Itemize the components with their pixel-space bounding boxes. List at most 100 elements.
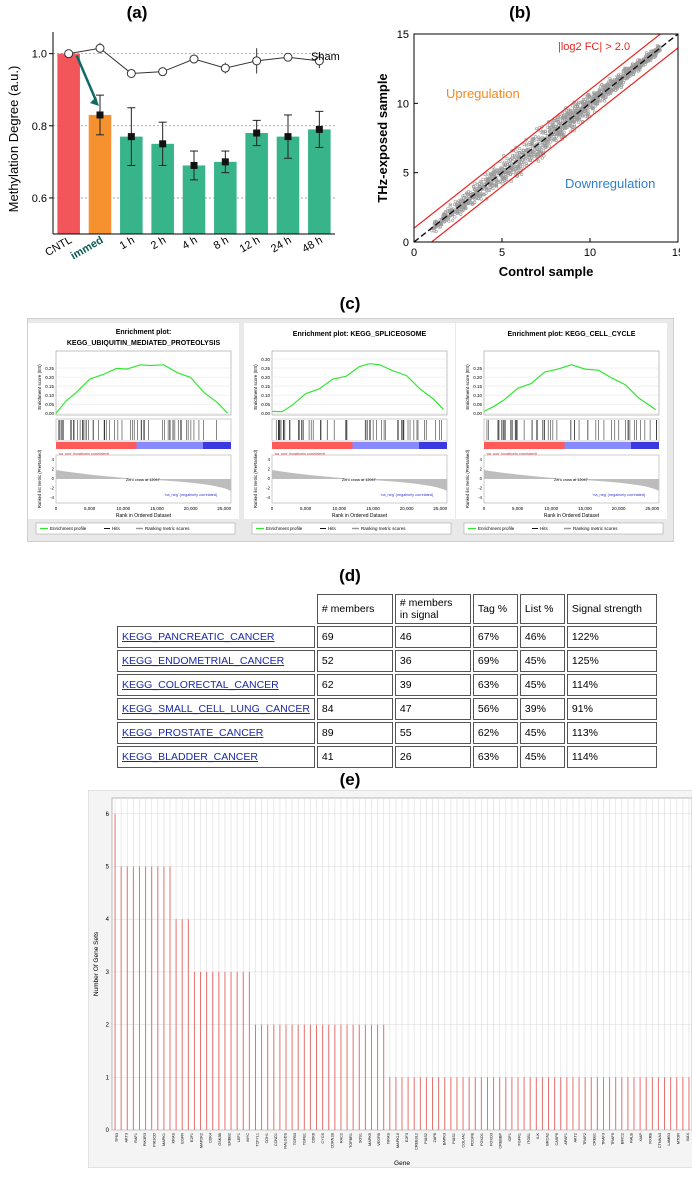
e-xtick-29: NRAS — [386, 1133, 390, 1144]
b-point-1328 — [512, 158, 516, 162]
header-members: # members — [316, 594, 393, 624]
gsea-title-2: Enrichment plot: KEGG_CELL_CYCLE — [508, 331, 636, 338]
e-xtick-60: MTOR — [676, 1133, 680, 1144]
b-point-1254 — [461, 203, 466, 207]
b-point-817 — [488, 177, 493, 181]
a-mean-marker-3 — [159, 140, 167, 148]
b-point-1360 — [587, 106, 591, 110]
e-xtick-44: ITGB1 — [527, 1133, 531, 1144]
a-arrow-head — [90, 96, 99, 106]
table-cell: 125% — [566, 650, 657, 672]
gsea-es-curve-2 — [483, 364, 656, 412]
b-point-1383 — [618, 80, 622, 85]
b-point-1214 — [537, 139, 541, 143]
pathway-link[interactable]: KEGG_PROSTATE_CANCER — [117, 722, 315, 744]
a-bar-7 — [276, 136, 300, 234]
b-point-1397 — [637, 59, 641, 63]
table-cell: 47 — [394, 698, 471, 720]
b-point-384 — [484, 191, 488, 195]
b-point-890 — [438, 225, 442, 229]
b-point-1111 — [611, 87, 615, 92]
b-point-667 — [526, 151, 530, 155]
b-point-1039 — [446, 207, 450, 211]
b-point-1262 — [479, 197, 483, 201]
b-point-1066 — [546, 125, 550, 129]
gsea-pos-bar-1 — [272, 442, 353, 449]
gsea-ytick-0-3: 0.15 — [45, 384, 54, 389]
gsea-legend-es-1: Enrichment profile — [266, 526, 303, 531]
table-cell: 69 — [316, 626, 393, 648]
gsea-ytick-1-5: 0.25 — [261, 366, 270, 371]
b-point-149 — [471, 184, 475, 189]
header-members-signal: # members in signal — [394, 594, 471, 624]
b-point-1385 — [561, 114, 566, 118]
a-bar-0 — [57, 53, 80, 235]
table-cell: 45% — [519, 674, 565, 696]
b-point-1014 — [576, 120, 581, 124]
e-xtick-25: TGFBR1 — [349, 1133, 353, 1148]
b-point-1048 — [484, 188, 489, 192]
e-xtick-56: XIAP — [639, 1133, 643, 1142]
pathway-link[interactable]: KEGG_COLORECTAL_CANCER — [117, 674, 315, 696]
gsea-legend-es-0: Enrichment profile — [50, 526, 87, 531]
b-point-1373 — [518, 154, 522, 158]
header-blank — [117, 594, 315, 624]
e-xtick-50: TRAF2 — [583, 1133, 587, 1145]
a-xtick-2: 1 h — [118, 234, 137, 252]
b-point-1260 — [462, 196, 466, 200]
b-point-621 — [539, 130, 543, 134]
e-xtick-8: E2F1 — [190, 1133, 194, 1142]
b-point-1017 — [573, 120, 577, 124]
e-xtick-49: AKT2 — [574, 1133, 578, 1143]
gsea-metric-ytick-0-0: 4 — [52, 457, 55, 462]
gsea-metric-neg-1 — [352, 479, 447, 491]
b-point-1321 — [649, 58, 653, 62]
b-point-1088 — [542, 154, 546, 158]
b-point-855 — [569, 124, 573, 128]
table-cell: 67% — [472, 626, 518, 648]
a-xtick-6: 12 h — [238, 234, 263, 255]
panel-label-d: (d) — [339, 566, 361, 585]
a-xtick-4: 4 h — [180, 234, 199, 252]
b-point-1333 — [640, 60, 644, 65]
b-point-1300 — [560, 121, 564, 125]
b-point-796 — [563, 110, 567, 114]
gsea-metric-pos-0 — [56, 470, 137, 479]
gsea-metric-neg-0 — [136, 479, 231, 491]
pathway-link[interactable]: KEGG_SMALL_CELL_LUNG_CANCER — [117, 698, 315, 720]
gsea-xtick-2-3: 15,000 — [578, 506, 592, 511]
e-xtick-35: BAPK3 — [443, 1133, 447, 1145]
b-point-1024 — [517, 151, 521, 155]
b-point-1157 — [537, 150, 541, 154]
b-point-570 — [499, 165, 503, 169]
gsea-pos-label-0: 'na_pos' (positively correlated) — [58, 452, 110, 456]
pathway-link[interactable]: KEGG_PANCREATIC_CANCER — [117, 626, 315, 648]
b-point-1117 — [465, 202, 469, 206]
gsea-es-frame-0 — [55, 350, 232, 416]
b-point-940 — [581, 98, 586, 102]
pathway-link[interactable]: KEGG_BLADDER_CANCER — [117, 746, 315, 768]
b-point-1358 — [498, 180, 502, 184]
e-xlabel: Gene — [394, 1160, 410, 1167]
gsea-xtick-1-3: 15,000 — [366, 506, 380, 511]
gsea-metric-ylabel-2: Ranked list metric (PreRanked) — [465, 449, 470, 508]
b-point-610 — [608, 76, 612, 81]
gsea-plot-1: Enrichment plot: KEGG_SPLICEOSOME 0.00 0.0… — [244, 323, 455, 535]
a-ylabel: Methylation Degree (a.u.) — [6, 66, 21, 213]
panel-label-b: (b) — [509, 3, 531, 22]
b-ytick-1: 5 — [403, 168, 409, 180]
e-xtick-37: COL4A1 — [461, 1133, 465, 1148]
a-sham-point-2 — [126, 68, 136, 78]
table-row: KEGG_SMALL_CELL_LUNG_CANCER 84 47 56% 39% 91% — [117, 698, 657, 720]
b-point-1091 — [479, 179, 483, 184]
gsea-ytick-0-2: 0.10 — [45, 393, 54, 398]
chart-b-scatter: 0 5 10 15 0 5 10 15 |log2 FC| > 2.0 Upregulatio… — [375, 29, 680, 279]
b-point-931 — [554, 124, 558, 128]
b-point-988 — [572, 107, 577, 111]
e-xtick-55: RALB — [630, 1133, 634, 1143]
pathway-link[interactable]: KEGG_ENDOMETRIAL_CANCER — [117, 650, 315, 672]
b-point-595 — [540, 156, 544, 160]
b-point-1387 — [528, 158, 533, 162]
b-lower-threshold-line — [431, 47, 678, 242]
gsea-metric-ylabel-1: Ranked list metric (PreRanked) — [253, 449, 258, 508]
